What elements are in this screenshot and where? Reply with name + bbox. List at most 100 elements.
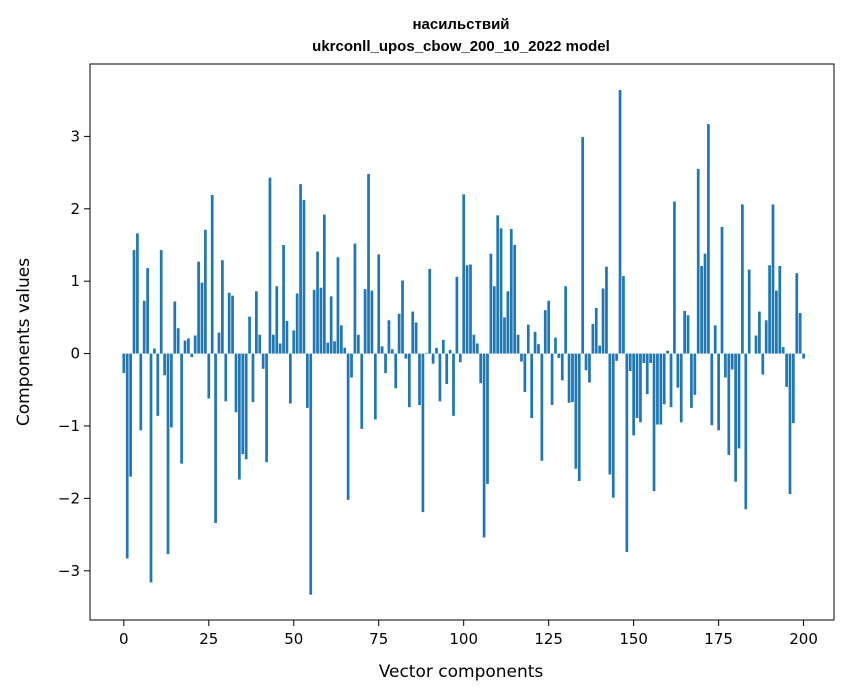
y-tick-label: 2 [70, 200, 80, 218]
bar-184 [747, 269, 751, 354]
bar-4 [136, 233, 139, 354]
bar-161 [669, 353, 673, 408]
bar-116 [516, 334, 520, 354]
bar-56 [312, 289, 316, 354]
bar-29 [221, 260, 224, 354]
bar-44 [272, 334, 275, 354]
bar-153 [642, 353, 646, 363]
bar-69 [356, 334, 360, 354]
bar-186 [754, 335, 758, 354]
bar-163 [676, 353, 680, 388]
bar-85 [411, 311, 415, 354]
bar-198 [795, 273, 799, 354]
bar-101 [465, 265, 469, 354]
bars [122, 90, 805, 595]
bar-14 [170, 353, 173, 428]
bar-104 [475, 343, 479, 354]
bar-57 [316, 251, 319, 354]
bar-180 [734, 353, 737, 482]
bar-123 [540, 353, 544, 461]
bar-144 [611, 353, 615, 498]
bar-86 [414, 322, 418, 354]
bar-3 [132, 250, 136, 354]
bar-38 [251, 353, 255, 403]
bar-178 [727, 353, 731, 455]
bar-120 [530, 353, 534, 419]
bar-59 [322, 214, 326, 354]
bar-189 [764, 320, 768, 354]
bar-80 [394, 353, 398, 389]
bar-60 [326, 342, 330, 354]
bar-132 [571, 353, 574, 403]
chart-subtitle: ukrconll_upos_cbow_200_10_2022 model [312, 38, 610, 55]
bar-88 [421, 353, 425, 513]
bar-32 [231, 295, 234, 354]
bar-61 [329, 296, 333, 354]
bar-190 [768, 265, 771, 354]
bar-63 [336, 257, 340, 354]
bar-36 [244, 353, 248, 460]
bar-176 [720, 226, 724, 354]
bar-172 [707, 124, 710, 354]
bar-17 [180, 353, 183, 464]
bar-142 [605, 266, 608, 354]
bar-141 [601, 288, 605, 354]
bar-182 [741, 204, 744, 354]
bar-174 [713, 325, 717, 354]
bar-97 [452, 353, 455, 416]
bar-50 [292, 330, 296, 354]
bar-164 [679, 353, 683, 423]
bar-22 [197, 261, 200, 354]
bar-187 [758, 311, 761, 354]
y-tick-label: 3 [70, 127, 80, 145]
bar-98 [455, 276, 459, 354]
bar-196 [788, 353, 792, 495]
bar-16 [176, 328, 180, 354]
bar-149 [628, 353, 632, 371]
bar-24 [204, 229, 207, 354]
bar-1 [125, 353, 129, 559]
bar-28 [217, 332, 221, 354]
bar-143 [608, 353, 612, 475]
bar-146 [618, 90, 622, 354]
bar-162 [673, 201, 676, 354]
bar-41 [261, 353, 265, 369]
bar-115 [513, 244, 517, 354]
bar-54 [305, 353, 309, 408]
bar-37 [248, 316, 251, 354]
x-tick-label: 150 [619, 630, 648, 648]
bar-58 [319, 287, 323, 354]
bar-33 [234, 353, 238, 413]
bar-91 [431, 353, 435, 364]
bar-166 [686, 315, 690, 354]
bar-150 [632, 353, 635, 436]
bar-23 [200, 282, 204, 354]
bar-152 [639, 353, 642, 423]
bar-200 [802, 353, 805, 359]
bar-102 [469, 264, 472, 354]
bar-15 [173, 301, 177, 354]
bar-27 [214, 353, 217, 523]
bar-84 [407, 353, 411, 408]
bar-112 [503, 317, 506, 354]
bar-125 [547, 300, 551, 354]
bar-53 [302, 200, 306, 354]
bar-119 [526, 324, 530, 354]
bar-156 [652, 353, 656, 492]
x-tick-label: 175 [704, 630, 733, 648]
bar-139 [594, 307, 598, 354]
bar-135 [581, 137, 585, 354]
bar-55 [309, 353, 313, 595]
x-tick-label: 25 [199, 630, 218, 648]
bar-109 [492, 286, 496, 354]
bar-177 [724, 353, 727, 378]
bar-79 [390, 349, 394, 354]
bar-107 [486, 353, 489, 484]
bar-195 [785, 353, 788, 387]
bar-25 [207, 353, 211, 399]
bar-103 [472, 334, 476, 354]
bar-124 [543, 310, 547, 354]
x-tick-label: 100 [449, 630, 478, 648]
bar-45 [275, 286, 279, 354]
bar-140 [598, 345, 602, 354]
